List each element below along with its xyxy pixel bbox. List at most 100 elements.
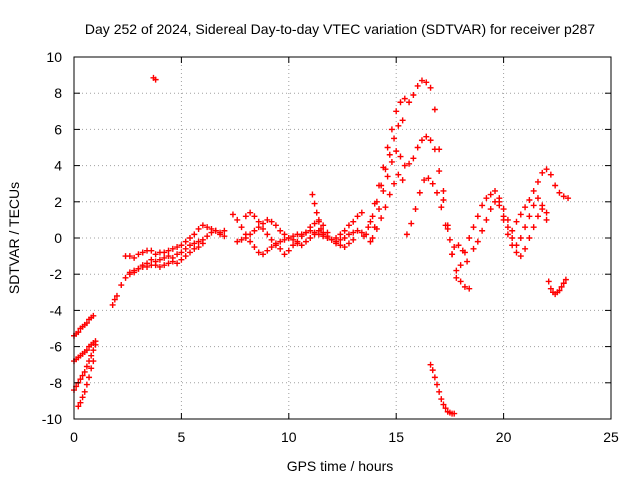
- data-point: [543, 216, 550, 223]
- data-point: [191, 240, 198, 247]
- data-point: [365, 224, 372, 231]
- data-point: [195, 238, 202, 245]
- data-point: [418, 77, 425, 84]
- data-point: [186, 242, 193, 249]
- x-tick-label: 5: [178, 429, 186, 445]
- data-point: [311, 220, 318, 227]
- series-rise-lower: [126, 240, 206, 276]
- data-point: [427, 137, 434, 144]
- series-up-4: [360, 117, 406, 240]
- data-point: [399, 117, 406, 124]
- data-point: [165, 247, 172, 254]
- data-point: [333, 240, 340, 247]
- data-point: [247, 209, 254, 216]
- data-point: [386, 151, 393, 158]
- data-point: [369, 213, 376, 220]
- data-point: [464, 258, 471, 265]
- data-point: [217, 231, 224, 238]
- data-point: [281, 236, 288, 243]
- data-point: [83, 320, 90, 327]
- data-point: [152, 262, 159, 269]
- data-point: [380, 187, 387, 194]
- data-point: [195, 225, 202, 232]
- data-point: [526, 196, 533, 203]
- data-point: [178, 249, 185, 256]
- data-point: [565, 195, 572, 202]
- y-tick-label: 6: [54, 121, 62, 137]
- x-axis-label: GPS time / hours: [287, 458, 394, 474]
- data-point: [290, 242, 297, 249]
- data-point: [504, 231, 511, 238]
- data-point: [204, 224, 211, 231]
- data-point: [474, 238, 481, 245]
- data-point: [77, 399, 84, 406]
- data-point: [466, 235, 473, 241]
- data-point: [178, 242, 185, 249]
- data-point: [444, 225, 451, 232]
- data-point: [318, 225, 325, 232]
- data-point: [446, 236, 453, 243]
- data-point: [442, 222, 449, 229]
- data-point: [500, 206, 507, 213]
- series-tall: [309, 191, 327, 238]
- plot-area: [71, 74, 572, 417]
- data-point: [429, 180, 436, 187]
- data-point: [131, 254, 138, 261]
- data-point: [403, 231, 410, 238]
- data-point: [504, 224, 511, 231]
- data-point: [418, 137, 425, 144]
- data-point: [369, 235, 376, 241]
- data-point: [126, 253, 133, 260]
- data-point: [126, 269, 133, 276]
- data-point: [431, 146, 438, 153]
- data-point: [522, 224, 529, 231]
- data-point: [373, 225, 380, 232]
- data-point: [358, 229, 365, 236]
- data-point: [547, 171, 554, 178]
- data-point: [186, 235, 193, 241]
- data-point: [421, 177, 428, 184]
- data-point: [451, 410, 458, 417]
- data-point: [260, 251, 267, 258]
- data-point: [247, 238, 254, 245]
- data-point: [337, 231, 344, 238]
- data-point: [558, 283, 565, 290]
- data-point: [384, 173, 391, 180]
- data-point: [522, 245, 529, 252]
- data-point: [440, 196, 447, 203]
- data-point: [562, 276, 569, 283]
- data-point: [307, 224, 314, 231]
- data-point: [182, 238, 189, 245]
- data-point: [238, 236, 245, 243]
- data-point: [350, 236, 357, 243]
- series-rise: [109, 227, 228, 308]
- data-point: [165, 260, 172, 267]
- data-point: [199, 222, 206, 229]
- data-point: [414, 82, 421, 89]
- data-point: [161, 254, 168, 261]
- data-point: [423, 133, 430, 140]
- data-point: [88, 365, 95, 372]
- data-point: [81, 388, 88, 395]
- data-point: [135, 265, 142, 272]
- data-point: [412, 206, 419, 213]
- data-point: [86, 374, 93, 381]
- data-point: [543, 166, 550, 173]
- data-point: [436, 388, 443, 395]
- data-point: [517, 235, 524, 241]
- data-point: [547, 285, 554, 292]
- data-point: [492, 187, 499, 194]
- y-tick-label: 4: [54, 158, 62, 174]
- data-point: [479, 202, 486, 209]
- data-point: [309, 191, 316, 198]
- data-point: [543, 209, 550, 216]
- data-point: [199, 240, 206, 247]
- data-point: [526, 235, 533, 241]
- data-point: [152, 76, 159, 83]
- data-point: [367, 218, 374, 225]
- data-point: [152, 251, 159, 258]
- data-point: [182, 253, 189, 260]
- data-point: [423, 79, 430, 86]
- data-point: [75, 329, 82, 336]
- data-point: [148, 256, 155, 263]
